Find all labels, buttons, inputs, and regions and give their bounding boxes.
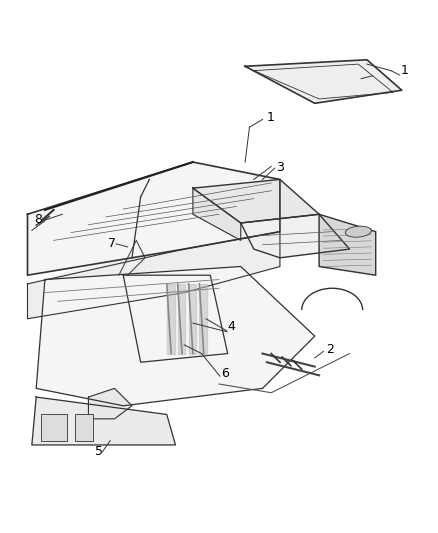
Polygon shape (193, 188, 241, 240)
Polygon shape (319, 214, 376, 275)
Polygon shape (199, 284, 207, 353)
Text: 1: 1 (267, 111, 275, 124)
Text: 2: 2 (325, 343, 333, 356)
Bar (41, 415, 67, 441)
Text: 5: 5 (95, 445, 103, 457)
Polygon shape (241, 214, 350, 258)
Text: 8: 8 (34, 213, 42, 226)
Text: 6: 6 (221, 367, 229, 381)
Polygon shape (28, 232, 280, 319)
Ellipse shape (345, 226, 371, 237)
Bar (75, 415, 93, 441)
Polygon shape (32, 397, 176, 445)
Polygon shape (188, 284, 196, 353)
Polygon shape (123, 275, 228, 362)
Polygon shape (167, 284, 175, 353)
Polygon shape (28, 223, 280, 293)
Polygon shape (178, 284, 185, 353)
Polygon shape (88, 389, 132, 419)
Polygon shape (28, 162, 280, 275)
Text: 1: 1 (401, 64, 409, 77)
Polygon shape (36, 266, 315, 406)
Text: 4: 4 (228, 320, 236, 333)
Text: 3: 3 (276, 161, 283, 174)
Polygon shape (193, 180, 319, 223)
Polygon shape (245, 60, 402, 103)
Text: 7: 7 (108, 237, 116, 250)
